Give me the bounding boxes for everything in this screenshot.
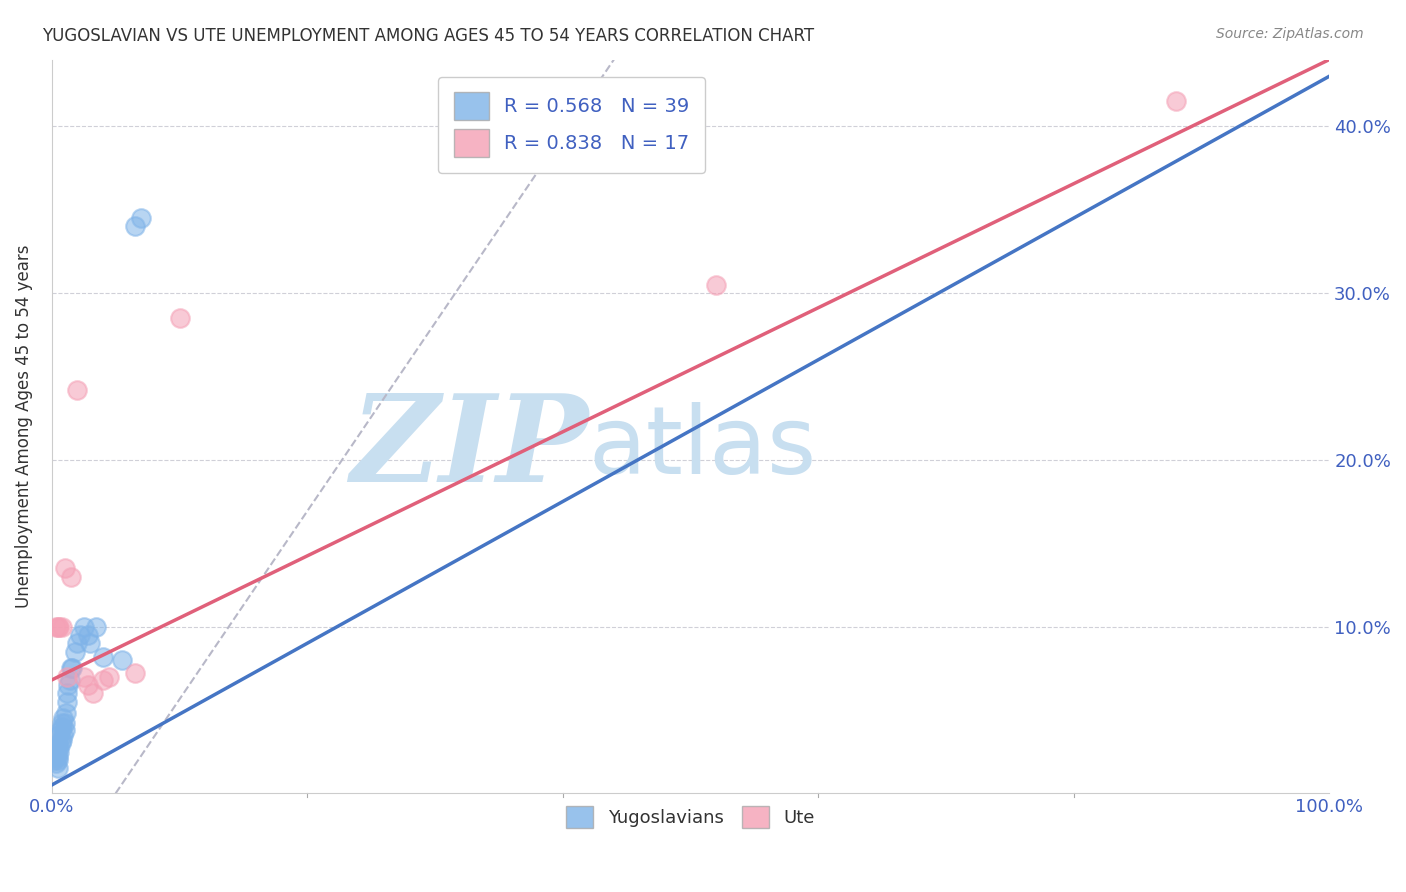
Point: [169, 311, 191, 326]
Point: [82, 686, 104, 700]
Point: [56, 670, 79, 684]
Point: [48, 728, 70, 742]
Point: [79, 636, 101, 650]
Text: Source: ZipAtlas.com: Source: ZipAtlas.com: [1216, 27, 1364, 41]
Point: [66, 383, 89, 397]
Point: [63, 644, 86, 658]
Point: [53, 723, 76, 737]
Point: [51, 716, 73, 731]
Point: [55, 706, 77, 721]
Point: [45, 749, 67, 764]
Point: [59, 569, 82, 583]
Point: [58, 678, 80, 692]
Point: [46, 753, 69, 767]
Point: [48, 739, 70, 754]
Text: YUGOSLAVIAN VS UTE UNEMPLOYMENT AMONG AGES 45 TO 54 YEARS CORRELATION CHART: YUGOSLAVIAN VS UTE UNEMPLOYMENT AMONG AG…: [42, 27, 814, 45]
Point: [73, 619, 96, 633]
Point: [46, 736, 69, 750]
Point: [46, 619, 69, 633]
Point: [124, 219, 146, 234]
Point: [45, 619, 67, 633]
Point: [51, 619, 73, 633]
Point: [49, 736, 72, 750]
Point: [111, 653, 134, 667]
Point: [124, 666, 146, 681]
Point: [1164, 95, 1187, 109]
Text: atlas: atlas: [588, 402, 817, 494]
Point: [56, 686, 79, 700]
Point: [91, 649, 114, 664]
Point: [59, 661, 82, 675]
Point: [48, 619, 70, 633]
Point: [51, 733, 73, 747]
Point: [76, 628, 98, 642]
Point: [73, 670, 96, 684]
Point: [49, 723, 72, 737]
Point: [129, 211, 152, 225]
Point: [45, 739, 67, 754]
Point: [91, 673, 114, 687]
Point: [59, 673, 82, 687]
Point: [76, 678, 98, 692]
Point: [45, 756, 67, 771]
Point: [53, 561, 76, 575]
Point: [51, 720, 73, 734]
Y-axis label: Unemployment Among Ages 45 to 54 years: Unemployment Among Ages 45 to 54 years: [15, 244, 32, 608]
Point: [48, 745, 70, 759]
Point: [52, 728, 75, 742]
Point: [44, 753, 66, 767]
Point: [46, 761, 69, 775]
Point: [69, 628, 91, 642]
Point: [45, 745, 67, 759]
Point: [56, 695, 79, 709]
Point: [53, 716, 76, 731]
Point: [66, 636, 89, 650]
Point: [86, 619, 108, 633]
Text: ZIP: ZIP: [350, 389, 588, 508]
Point: [704, 277, 727, 292]
Point: [52, 711, 75, 725]
Point: [46, 749, 69, 764]
Point: [60, 661, 83, 675]
Legend: Yugoslavians, Ute: Yugoslavians, Ute: [560, 799, 823, 836]
Point: [98, 670, 121, 684]
